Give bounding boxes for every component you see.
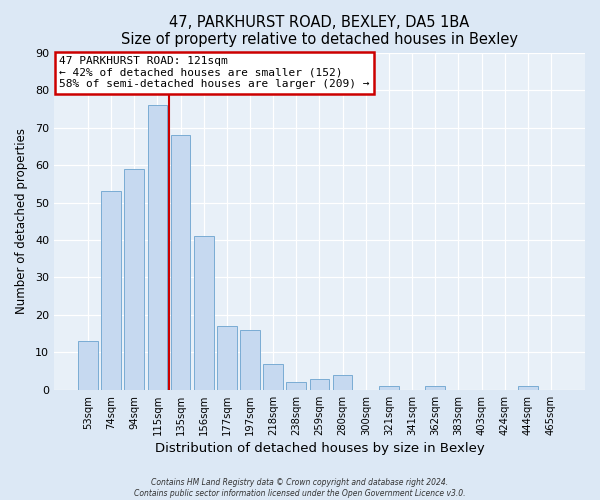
- Bar: [101, 192, 121, 390]
- Bar: [124, 169, 144, 390]
- Bar: [217, 326, 236, 390]
- Y-axis label: Number of detached properties: Number of detached properties: [15, 128, 28, 314]
- Bar: [379, 386, 399, 390]
- Bar: [310, 378, 329, 390]
- X-axis label: Distribution of detached houses by size in Bexley: Distribution of detached houses by size …: [155, 442, 484, 455]
- Bar: [148, 105, 167, 390]
- Bar: [240, 330, 260, 390]
- Bar: [425, 386, 445, 390]
- Text: Contains HM Land Registry data © Crown copyright and database right 2024.
Contai: Contains HM Land Registry data © Crown c…: [134, 478, 466, 498]
- Bar: [194, 236, 214, 390]
- Bar: [286, 382, 306, 390]
- Title: 47, PARKHURST ROAD, BEXLEY, DA5 1BA
Size of property relative to detached houses: 47, PARKHURST ROAD, BEXLEY, DA5 1BA Size…: [121, 15, 518, 48]
- Bar: [170, 135, 190, 390]
- Bar: [518, 386, 538, 390]
- Text: 47 PARKHURST ROAD: 121sqm
← 42% of detached houses are smaller (152)
58% of semi: 47 PARKHURST ROAD: 121sqm ← 42% of detac…: [59, 56, 370, 90]
- Bar: [333, 375, 352, 390]
- Bar: [78, 341, 98, 390]
- Bar: [263, 364, 283, 390]
